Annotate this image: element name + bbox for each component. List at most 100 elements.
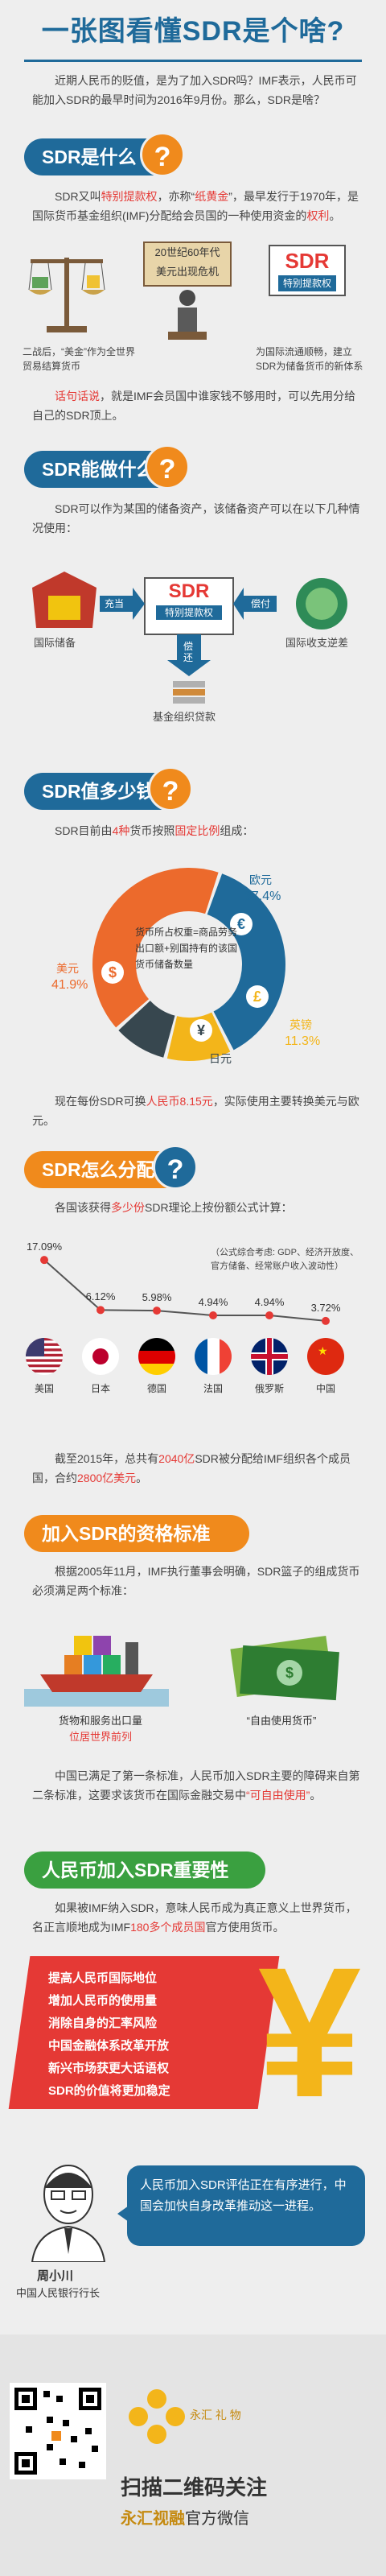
- criteria-left-b: 位居世界前列: [68, 1731, 132, 1743]
- page-title: 一张图看懂SDR是个啥?: [0, 0, 386, 63]
- flag-icon-3: [195, 1338, 232, 1375]
- section-criteria-header: 加入SDR的资格标准: [24, 1515, 249, 1552]
- person-name: 周小川: [37, 2269, 74, 2283]
- currency-pct-label-1: 11.3%: [285, 1034, 320, 1048]
- def-c: ，亦称“: [157, 190, 195, 203]
- question-mark-icon: ?: [153, 1145, 198, 1190]
- sdr-box-label: SDR: [285, 249, 330, 273]
- value-a: SDR目前由: [55, 824, 113, 837]
- section-allocation-title: SDR怎么分配: [42, 1159, 155, 1180]
- allocation-point-5: [322, 1316, 330, 1325]
- criteria-bottom-b: “可自由使用”: [246, 1789, 310, 1802]
- criteria-illustration: $: [24, 1618, 362, 1707]
- def-a: SDR又叫: [55, 190, 101, 203]
- currency-icon-bg-1: [246, 985, 269, 1008]
- def-g: 。: [329, 209, 341, 222]
- arrow-label-right: 偿付: [251, 598, 271, 609]
- speech-bubble-tail: [117, 2206, 129, 2222]
- value-bottom-b: 人民币8.15元: [146, 1095, 213, 1108]
- allocation-line: [43, 1259, 326, 1322]
- alloc-bottom-d: 2800亿美元: [77, 1472, 137, 1484]
- currency-icon-bg-0: [230, 913, 253, 935]
- footer-cta: 扫描二维码关注: [121, 2475, 268, 2500]
- currency-donut: € 欧元 37.4% £ 英镑 11.3% ¥ 日元 $ 美元 41.9%: [48, 852, 338, 1085]
- currency-name-label-1: 英镑: [290, 1018, 312, 1031]
- section-importance-header: 人民币加入SDR重要性: [24, 1852, 265, 1889]
- currency-donut-svg: € 欧元 37.4% £ 英镑 11.3% ¥ 日元 $ 美元 41.9%: [51, 868, 320, 1065]
- intro-text: 近期人民币的贬值，是为了加入SDR吗？IMF表示，人民币可能加入SDR的最早时间…: [32, 74, 357, 106]
- criteria-text: 根据2005年11月，IMF执行董事会明确，SDR篮子的组成货币必须满足两个标准…: [32, 1565, 360, 1597]
- crisis-figure: [165, 287, 210, 343]
- importance-bullet-1: 增加人民币的使用量: [48, 1994, 158, 2008]
- value-d: 固定比例: [175, 824, 220, 837]
- section-use-title: SDR能做什么: [42, 459, 155, 480]
- brand-logo: [121, 2383, 193, 2455]
- section-what-title: SDR是什么: [42, 147, 137, 167]
- criteria-left-a: 货物和服务出口量: [58, 1715, 142, 1727]
- section-importance-title: 人民币加入SDR重要性: [42, 1860, 229, 1880]
- brand-logo-text: 永汇 礼 物: [190, 2409, 241, 2421]
- donut-slice-2: [118, 1001, 175, 1058]
- banner-line-1: 20世纪60年代: [154, 246, 220, 258]
- use-diagram: [16, 547, 370, 708]
- importance-bullet-3: 中国金融体系改革开放: [48, 2039, 170, 2053]
- currency-icon-0: €: [237, 916, 245, 932]
- currency-pct-label-3: 41.9%: [51, 978, 88, 992]
- right-caption: 为国际流通顺畅，建立SDR为储备货币的新体系: [256, 346, 363, 372]
- scale-illustration: [23, 242, 111, 338]
- flag-icon-0: [26, 1338, 63, 1375]
- speech-bubble: 人民币加入SDR评估正在有序进行，中国会加快自身改革推动这一进程。: [127, 2165, 365, 2246]
- criteria-bottom-a: 中国已满足了第一条标准，人民币加入SDR主要的障碍来自第二条标准，这要求该货币在…: [32, 1769, 360, 1802]
- allocation-text: 各国该获得多少份SDR理论上按份额公式计算：: [32, 1198, 362, 1217]
- criteria-svg: $: [24, 1635, 339, 1707]
- importance-bullet-0: 提高人民币国际地位: [48, 1971, 158, 1985]
- value-bottom-c: ，实际使用主要转换美元与欧元。: [32, 1095, 359, 1127]
- qr-code[interactable]: [10, 2383, 106, 2479]
- flag-icon-4: [251, 1338, 288, 1375]
- criteria-bottom-c: 。: [310, 1789, 322, 1802]
- currency-icon-bg-3: [101, 961, 124, 984]
- donut-slice-0: [207, 873, 286, 1051]
- allocation-point-1: [96, 1306, 105, 1315]
- def-f: 权利: [306, 209, 330, 222]
- left-caption: 二战后，“美金”作为全世界贸易结算货币: [23, 346, 135, 372]
- section-what-header: SDR是什么 ?: [24, 132, 185, 177]
- crisis-banner: 20世纪60年代 美元出现危机: [143, 242, 232, 287]
- currency-icon-bg-2: [190, 1019, 212, 1042]
- question-mark-icon: ?: [145, 444, 190, 489]
- footer-brand-name: 永汇视融: [121, 2510, 185, 2528]
- alloc-b: 多少份: [111, 1201, 145, 1214]
- allocation-bottom: 截至2015年，总共有2040亿SDR被分配给IMF组织各个成员国，合约2800…: [32, 1449, 362, 1488]
- value-bottom: 现在每份SDR可换人民币8.15元，实际使用主要转换美元与欧元。: [32, 1092, 362, 1130]
- imp-c: 官方使用货币。: [205, 1921, 285, 1934]
- currency-name-label-0: 欧元: [249, 873, 272, 886]
- allocation-point-0: [40, 1256, 48, 1265]
- footer-brand-suffix: 官方微信: [185, 2510, 249, 2528]
- sdr-note: 话句话说，就是IMF会员国中谁家钱不够用时，可以先用分给自己的SDR顶上。: [32, 386, 362, 425]
- qr-code-icon: [14, 2388, 101, 2475]
- section-criteria-title: 加入SDR的资格标准: [42, 1523, 211, 1544]
- alloc-c: SDR理论上按份额公式计算：: [145, 1201, 293, 1214]
- value-text: SDR目前由4种货币按照固定比例组成：: [32, 821, 362, 840]
- allocation-point-2: [153, 1307, 161, 1315]
- importance-bullet-4: 新兴市场获更大话语权: [48, 2062, 170, 2075]
- scale-icon: [28, 258, 105, 332]
- currency-icon-2: ¥: [197, 1022, 205, 1038]
- portrait-sketch-icon: [31, 2165, 106, 2263]
- allocation-line-svg: ★: [26, 1256, 344, 1375]
- value-c: 货币按照: [129, 824, 175, 837]
- allocation-point-3: [209, 1311, 217, 1320]
- importance-bullet-2: 消除自身的汇率风险: [48, 2017, 158, 2030]
- footer-brand: 永汇视融官方微信: [121, 2505, 362, 2529]
- arrow-label-down: 偿还: [183, 641, 194, 663]
- governor-portrait: [24, 2157, 113, 2263]
- use-center-sdr: SDR 特别提款权: [145, 578, 233, 620]
- person-title: 中国人民银行行长: [16, 2287, 101, 2299]
- sdr-definition: SDR又叫特别提款权，亦称“纸黄金”，最早发行于1970年，是国际货币基金组织(…: [32, 187, 362, 225]
- alloc-bottom-b: 2040亿: [158, 1452, 195, 1465]
- flag-icon-5: ★: [307, 1338, 344, 1375]
- importance-bullet-list: 提高人民币国际地位 增加人民币的使用量 消除自身的汇率风险 中国金融体系改革开放 新兴市…: [48, 1967, 257, 2103]
- importance-bullet-5: SDR的价值将更加稳定: [48, 2084, 170, 2098]
- currency-icon-1: £: [253, 989, 261, 1005]
- value-b: 4种: [112, 824, 130, 837]
